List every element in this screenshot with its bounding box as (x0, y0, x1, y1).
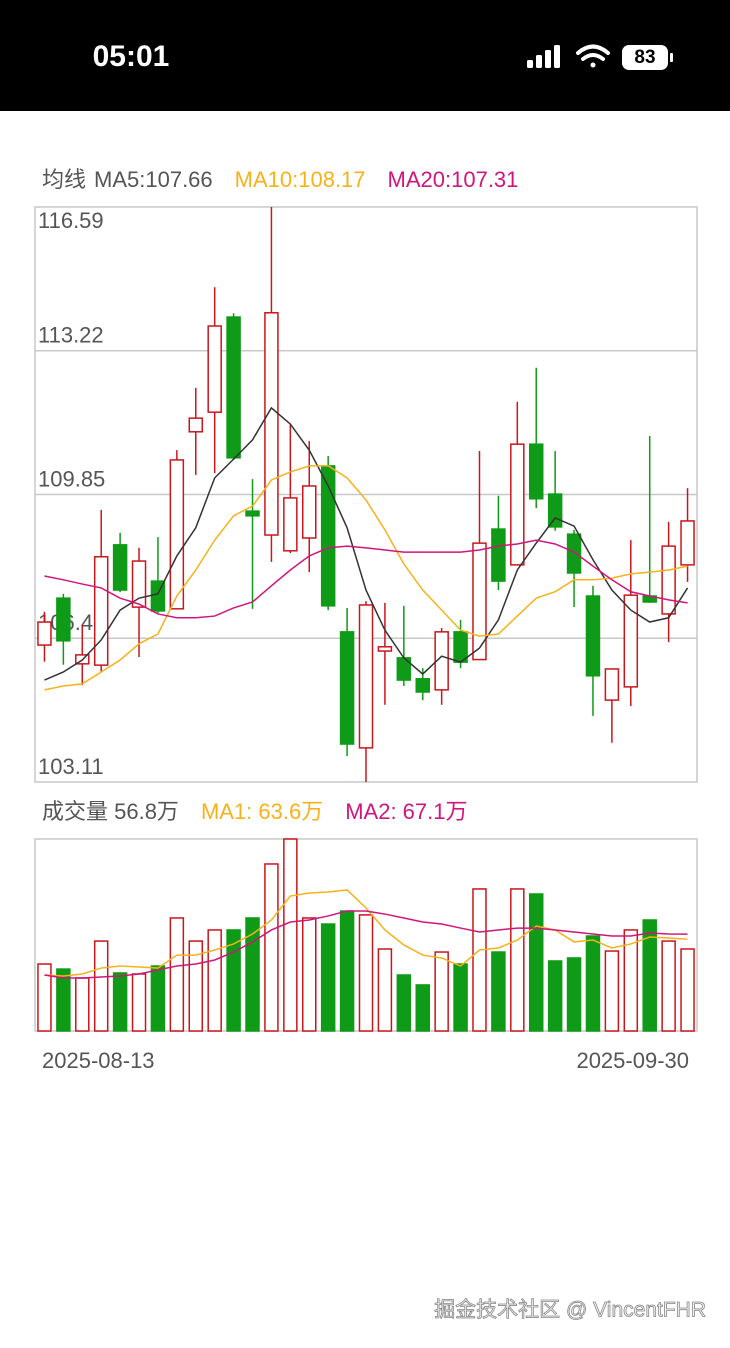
volume-ma-line (44, 910, 688, 979)
volume-bar (661, 940, 676, 1032)
y-tick-label: 103.11 (38, 754, 104, 779)
volume-bar (566, 957, 582, 1032)
candle-body (377, 646, 393, 652)
volume-bar (245, 917, 260, 1032)
volume-bar (37, 963, 52, 1032)
candle-body (56, 597, 71, 642)
volume-bar (75, 977, 90, 1032)
volume-bar (320, 923, 336, 1032)
battery-icon (622, 45, 668, 70)
volume-bar (415, 984, 430, 1032)
legend-entry: MA5:107.66 (94, 167, 213, 192)
candle-body (339, 631, 355, 745)
candle-body (131, 560, 147, 608)
candle-body (585, 595, 601, 677)
x-tick-label: 2025-09-30 (576, 1048, 689, 1073)
volume-bar (207, 929, 222, 1032)
candle-body (528, 443, 544, 500)
candle-body (434, 631, 449, 691)
y-tick-label: 113.22 (38, 323, 104, 348)
volume-bar (547, 960, 563, 1032)
legend-entry: 均线 (42, 167, 86, 192)
volume-bar (396, 974, 412, 1032)
volume-bar (528, 893, 544, 1032)
candle-body (207, 325, 222, 413)
candle-body (283, 497, 298, 552)
legend-entry: MA2: 67.1万 (345, 799, 467, 824)
volume-ma-line (44, 889, 688, 977)
candle-body (37, 621, 52, 646)
ma-line (44, 406, 689, 681)
candle-body (245, 510, 260, 517)
candle-body (169, 459, 185, 610)
volume-bar (150, 965, 166, 1032)
candle-body (680, 520, 695, 566)
volume-bar (377, 948, 393, 1032)
candle-body (472, 542, 487, 661)
candle-body (604, 668, 620, 701)
candle-body (226, 316, 241, 459)
candle-body (453, 631, 468, 663)
wifi-icon (576, 44, 610, 68)
volume-bar (358, 914, 374, 1032)
volume-bar (264, 863, 279, 1032)
legend-entry: MA10:108.17 (235, 167, 366, 192)
volume-bar (604, 950, 620, 1032)
volume-bar (169, 917, 185, 1032)
candle-body (661, 545, 676, 615)
battery-tip (670, 53, 673, 62)
volume-bar (453, 963, 468, 1032)
volume-bar (112, 972, 128, 1032)
volume-bar (131, 973, 147, 1032)
volume-bar (283, 838, 298, 1032)
volume-bar (93, 940, 109, 1032)
battery-level: 83 (634, 47, 655, 68)
volume-bar (434, 951, 449, 1032)
volume-bar (510, 888, 525, 1032)
volume-bar (226, 929, 241, 1032)
candle-body (358, 604, 374, 749)
volume-bar (623, 929, 639, 1032)
volume-bar (56, 968, 71, 1032)
legend-entry: 成交量 56.8万 (42, 799, 179, 824)
status-time: 05:01 (93, 40, 170, 73)
candle-body (566, 533, 582, 574)
candle-body (93, 556, 109, 666)
volume-bar (491, 951, 506, 1032)
x-tick-label: 2025-08-13 (42, 1048, 155, 1073)
candle-body (415, 678, 430, 693)
candle-body (112, 544, 128, 591)
candle-body (188, 417, 204, 433)
status-bar (0, 0, 730, 111)
signal-icon (527, 45, 560, 68)
y-tick-label: 109.85 (38, 466, 105, 491)
volume-bar (585, 935, 601, 1032)
volume-bar (642, 919, 657, 1032)
candle-body (302, 485, 317, 539)
volume-bar (302, 917, 317, 1032)
ma-line (44, 465, 688, 691)
volume-bar (680, 948, 695, 1032)
ma-line (44, 539, 688, 619)
volume-bar (472, 888, 487, 1032)
legend-entry: MA1: 63.6万 (201, 799, 323, 824)
candle-body (264, 312, 279, 536)
candle-body (623, 594, 639, 688)
candle-body (491, 528, 506, 582)
legend-entry: MA20:107.31 (388, 167, 519, 192)
candle-body (510, 443, 525, 566)
y-tick-label: 116.59 (38, 208, 104, 233)
candle-body (547, 493, 563, 528)
volume-bar (339, 910, 355, 1032)
watermark: 掘金技术社区 @ VincentFHR (434, 1299, 706, 1322)
